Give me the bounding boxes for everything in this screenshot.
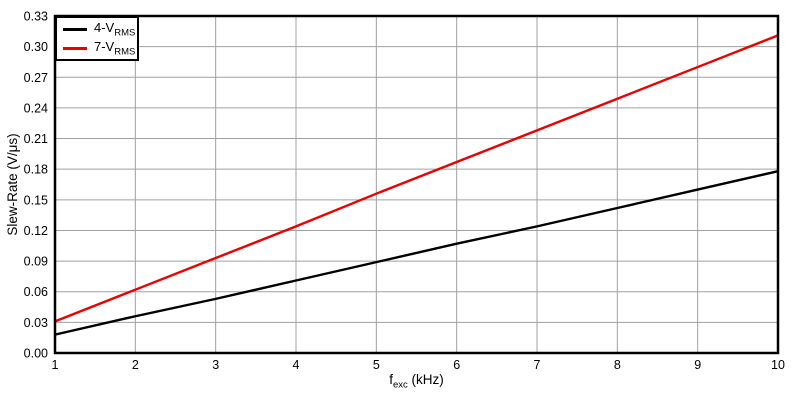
- y-axis-title: Slew-Rate (V/μs): [5, 133, 20, 236]
- legend-item-4vrms: 4-VRMS: [57, 20, 137, 39]
- x-axis-title-symbol: f: [389, 372, 393, 387]
- x-axis-title-unit: (kHz): [411, 372, 444, 387]
- x-tick-label: 4: [293, 358, 300, 372]
- legend-label-subscript: RMS: [114, 46, 136, 58]
- series-line-7-V_RMS: [54, 34, 779, 323]
- legend-label-main: 7-V: [94, 39, 115, 55]
- legend-label-4vrms: 4-VRMS: [94, 20, 135, 39]
- y-tick-label: 0.00: [24, 347, 48, 361]
- x-tick-label: 10: [771, 358, 785, 372]
- plot-frame: [53, 14, 780, 355]
- x-tick-label: 8: [614, 358, 621, 372]
- x-tick-label: 7: [534, 358, 541, 372]
- x-tick-label: 3: [212, 358, 219, 372]
- y-tick-label: 0.21: [24, 132, 48, 146]
- x-axis-title: fexc (kHz): [55, 372, 778, 391]
- legend-item-7vrms: 7-VRMS: [57, 39, 137, 58]
- y-tick-label: 0.18: [24, 163, 48, 177]
- y-tick-label: 0.30: [24, 40, 48, 54]
- x-axis-title-subscript: exc: [392, 379, 408, 391]
- legend-label-subscript: RMS: [114, 27, 136, 39]
- legend-label-7vrms: 7-VRMS: [94, 39, 135, 58]
- x-tick-label: 9: [694, 358, 701, 372]
- y-tick-label: 0.09: [24, 255, 48, 269]
- y-tick-label: 0.27: [24, 71, 48, 85]
- y-tick-label: 0.06: [24, 285, 48, 299]
- y-tick-label: 0.03: [24, 316, 48, 330]
- x-tick-label: 2: [132, 358, 139, 372]
- y-tick-label: 0.15: [24, 193, 48, 207]
- legend-label-main: 4-V: [94, 20, 115, 36]
- legend-line-swatch-red: [63, 47, 87, 50]
- y-tick-label: 0.12: [24, 224, 48, 238]
- x-tick-label: 6: [453, 358, 460, 372]
- series-line-4-V_RMS: [54, 170, 779, 336]
- x-tick-label: 1: [52, 358, 59, 372]
- y-tick-label: 0.33: [24, 10, 48, 24]
- legend: 4-VRMS 7-VRMS: [55, 16, 139, 61]
- legend-line-swatch-black: [63, 28, 87, 31]
- y-tick-label: 0.24: [24, 101, 48, 115]
- x-tick-label: 5: [373, 358, 380, 372]
